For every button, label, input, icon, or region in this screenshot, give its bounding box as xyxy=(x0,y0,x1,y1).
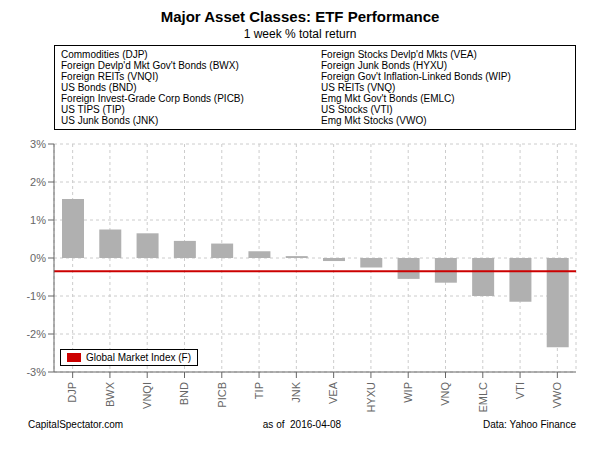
html-text:Foreign REITs (VNQI): Foreign REITs (VNQI) xyxy=(61,71,159,82)
svg-text:EMLC: EMLC xyxy=(477,382,489,413)
svg-text:-2%: -2% xyxy=(26,328,46,340)
html-text:Foreign Gov't Inflation-Linked: Foreign Gov't Inflation-Linked Bonds (WI… xyxy=(321,71,511,82)
svg-text:BND: BND xyxy=(178,382,190,405)
svg-text:0%: 0% xyxy=(30,252,46,264)
html-text:Foreign Stocks Devlp'd Mkts (V: Foreign Stocks Devlp'd Mkts (VEA) xyxy=(321,49,477,60)
svg-text:HYXU: HYXU xyxy=(365,382,377,413)
svg-text:2%: 2% xyxy=(30,176,46,188)
html-text:Emg Mkt Stocks (VWO): Emg Mkt Stocks (VWO) xyxy=(321,115,427,126)
html-text:US Bonds (BND): US Bonds (BND) xyxy=(61,82,137,93)
svg-text:PICB: PICB xyxy=(216,382,228,408)
html-text:US Stocks (VTI): US Stocks (VTI) xyxy=(321,104,393,115)
svg-text:JNK: JNK xyxy=(290,381,302,402)
svg-text:VWO: VWO xyxy=(551,382,563,409)
html-text:Global Market Index (F): Global Market Index (F) xyxy=(86,352,191,363)
svg-text:BWX: BWX xyxy=(104,381,116,407)
svg-text:VTI: VTI xyxy=(514,382,526,399)
svg-text:1%: 1% xyxy=(30,214,46,226)
html-text:US REITs (VNQ): US REITs (VNQ) xyxy=(321,82,396,93)
html-text:Emg Mkt Gov't Bonds (EMLC): Emg Mkt Gov't Bonds (EMLC) xyxy=(321,93,455,104)
svg-text:3%: 3% xyxy=(30,138,46,150)
html-text:Foreign Invest-Grade Corp Bond: Foreign Invest-Grade Corp Bonds (PICB) xyxy=(61,93,244,104)
svg-text:WIP: WIP xyxy=(402,382,414,403)
svg-text:VNQI: VNQI xyxy=(141,382,153,409)
html-text:as of 2016-04-08: as of 2016-04-08 xyxy=(262,419,342,430)
html-text:Data: Yahoo Finance: Data: Yahoo Finance xyxy=(483,419,576,430)
svg-text:VNQ: VNQ xyxy=(439,382,451,406)
html-text:Foreign Junk Bonds (HYXU): Foreign Junk Bonds (HYXU) xyxy=(321,60,448,71)
svg-text:-3%: -3% xyxy=(26,366,46,378)
html-text:US Junk Bonds (JNK): US Junk Bonds (JNK) xyxy=(61,115,159,126)
html-text:Major Asset Classes: ETF Perfo: Major Asset Classes: ETF Performance xyxy=(160,8,440,25)
svg-text:DJP: DJP xyxy=(66,382,78,403)
svg-text:VEA: VEA xyxy=(327,381,339,404)
html-text:Commodities (DJP): Commodities (DJP) xyxy=(61,49,148,60)
html-text:CapitalSpectator.com: CapitalSpectator.com xyxy=(28,419,124,430)
html-text:1 week % total return: 1 week % total return xyxy=(243,27,357,41)
svg-text:-1%: -1% xyxy=(26,290,46,302)
html-text:US TIPS (TIP): US TIPS (TIP) xyxy=(61,104,125,115)
svg-text:TIP: TIP xyxy=(253,382,265,399)
html-text:Foreign Devlp'd Mkt Gov't Bond: Foreign Devlp'd Mkt Gov't Bonds (BWX) xyxy=(61,60,239,71)
